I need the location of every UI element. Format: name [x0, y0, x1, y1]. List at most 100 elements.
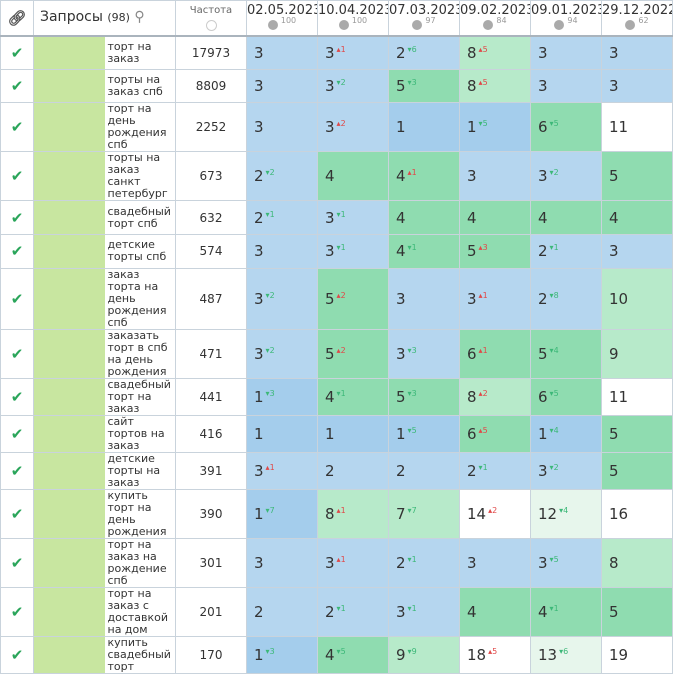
position-cell[interactable]: 8 ▴5 [459, 35, 531, 70]
check-icon[interactable]: ✔ [0, 35, 34, 70]
query-text[interactable]: свадебный торт на заказ [104, 377, 176, 416]
position-cell[interactable]: 3 [246, 35, 318, 70]
position-cell[interactable]: 1 ▾3 [246, 635, 318, 674]
position-cell[interactable]: 3 ▴1 [459, 267, 531, 330]
check-icon[interactable]: ✔ [0, 377, 34, 416]
position-cell[interactable]: 3 ▾5 [530, 537, 602, 588]
position-cell[interactable]: 5 ▴2 [317, 328, 389, 379]
check-icon[interactable]: ✔ [0, 451, 34, 490]
position-cell[interactable]: 4 [459, 586, 531, 637]
position-cell[interactable]: 3 ▾1 [317, 234, 389, 269]
queries-header[interactable]: Запросы (98) ⚲ [33, 0, 176, 37]
position-cell[interactable]: 5 ▾3 [388, 377, 460, 416]
check-icon[interactable]: ✔ [0, 267, 34, 330]
position-cell[interactable]: 7 ▾7 [388, 488, 460, 539]
query-text[interactable]: купить торт на день рождения [104, 488, 176, 539]
position-cell[interactable]: 2 [246, 586, 318, 637]
position-cell[interactable]: 6 ▴5 [459, 414, 531, 453]
position-cell[interactable]: 3 [459, 151, 531, 202]
position-cell[interactable]: 16 [601, 488, 673, 539]
position-cell[interactable]: 4 ▴1 [388, 151, 460, 202]
position-cell[interactable]: 2 ▾1 [530, 234, 602, 269]
query-text[interactable]: сайт тортов на заказ [104, 414, 176, 453]
check-icon[interactable]: ✔ [0, 151, 34, 202]
position-cell[interactable]: 2 ▾1 [459, 451, 531, 490]
date-column-header[interactable]: 07.03.2023 97 [388, 0, 460, 37]
position-cell[interactable]: 11 [601, 377, 673, 416]
position-cell[interactable]: 4 ▾5 [317, 635, 389, 674]
position-cell[interactable]: 3 [388, 267, 460, 330]
position-cell[interactable]: 3 ▴1 [317, 537, 389, 588]
position-cell[interactable]: 5 ▴3 [459, 234, 531, 269]
position-cell[interactable]: 3 [246, 68, 318, 104]
query-text[interactable]: купить свадебный торт [104, 635, 176, 674]
position-cell[interactable]: 3 [601, 68, 673, 104]
check-icon[interactable]: ✔ [0, 68, 34, 104]
query-text[interactable]: свадебный торт спб [104, 200, 176, 236]
position-cell[interactable]: 1 ▾4 [530, 414, 602, 453]
position-cell[interactable]: 3 [601, 35, 673, 70]
position-cell[interactable]: 6 ▾5 [530, 102, 602, 153]
position-cell[interactable]: 5 [601, 414, 673, 453]
position-cell[interactable]: 1 ▾5 [388, 414, 460, 453]
position-cell[interactable]: 18 ▴5 [459, 635, 531, 674]
position-cell[interactable]: 8 ▴5 [459, 68, 531, 104]
position-cell[interactable]: 12 ▾4 [530, 488, 602, 539]
position-cell[interactable]: 2 ▾6 [388, 35, 460, 70]
search-icon[interactable]: ⚲ [134, 9, 145, 25]
position-cell[interactable]: 2 [388, 451, 460, 490]
query-text[interactable]: торт на заказ с доставкой на дом [104, 586, 176, 637]
position-cell[interactable]: 19 [601, 635, 673, 674]
date-column-header[interactable]: 29.12.2022 62 [601, 0, 673, 37]
position-cell[interactable]: 3 ▾1 [317, 200, 389, 236]
check-icon[interactable]: ✔ [0, 234, 34, 269]
position-cell[interactable]: 3 ▴1 [246, 451, 318, 490]
position-cell[interactable]: 5 [601, 451, 673, 490]
position-cell[interactable]: 2 ▾1 [388, 537, 460, 588]
date-column-header[interactable]: 02.05.2023 100 [246, 0, 318, 37]
position-cell[interactable]: 2 ▾1 [317, 586, 389, 637]
date-column-header[interactable]: 10.04.2023 100 [317, 0, 389, 37]
position-cell[interactable]: 4 ▾1 [317, 377, 389, 416]
position-cell[interactable]: 3 ▾2 [317, 68, 389, 104]
position-cell[interactable]: 1 [317, 414, 389, 453]
position-cell[interactable]: 3 ▴1 [317, 35, 389, 70]
query-text[interactable]: торты на заказ спб [104, 68, 176, 104]
query-text[interactable]: заказ торта на день рождения спб [104, 267, 176, 330]
frequency-header[interactable]: Частота [175, 0, 247, 37]
position-cell[interactable]: 5 [601, 586, 673, 637]
position-cell[interactable]: 3 ▾2 [530, 151, 602, 202]
query-text[interactable]: торты на заказ санкт петербург [104, 151, 176, 202]
query-text[interactable]: детские торты на заказ [104, 451, 176, 490]
query-text[interactable]: торт на день рождения спб [104, 102, 176, 153]
position-cell[interactable]: 3 ▾2 [530, 451, 602, 490]
position-cell[interactable]: 4 ▾1 [388, 234, 460, 269]
check-icon[interactable]: ✔ [0, 328, 34, 379]
check-icon[interactable]: ✔ [0, 537, 34, 588]
position-cell[interactable]: 1 ▾5 [459, 102, 531, 153]
position-cell[interactable]: 8 [601, 537, 673, 588]
date-column-header[interactable]: 09.01.2023 94 [530, 0, 602, 37]
position-cell[interactable]: 4 [601, 200, 673, 236]
position-cell[interactable]: 3 [530, 35, 602, 70]
query-text[interactable]: детские торты спб [104, 234, 176, 269]
query-text[interactable]: заказать торт в спб на день рождения [104, 328, 176, 379]
position-cell[interactable]: 1 ▾7 [246, 488, 318, 539]
position-cell[interactable]: 9 [601, 328, 673, 379]
position-cell[interactable]: 3 ▾2 [246, 328, 318, 379]
position-cell[interactable]: 1 ▾3 [246, 377, 318, 416]
query-text[interactable]: торт на заказ [104, 35, 176, 70]
position-cell[interactable]: 4 [317, 151, 389, 202]
position-cell[interactable]: 14 ▴2 [459, 488, 531, 539]
query-text[interactable]: торт на заказ на рождение спб [104, 537, 176, 588]
link-icon[interactable]: 🔗︎ [0, 0, 34, 37]
date-column-header[interactable]: 09.02.2023 84 [459, 0, 531, 37]
position-cell[interactable]: 2 ▾8 [530, 267, 602, 330]
position-cell[interactable]: 2 ▾2 [246, 151, 318, 202]
position-cell[interactable]: 6 ▴1 [459, 328, 531, 379]
position-cell[interactable]: 3 [459, 537, 531, 588]
position-cell[interactable]: 2 [317, 451, 389, 490]
check-icon[interactable]: ✔ [0, 488, 34, 539]
check-icon[interactable]: ✔ [0, 635, 34, 674]
position-cell[interactable]: 3 ▾1 [388, 586, 460, 637]
